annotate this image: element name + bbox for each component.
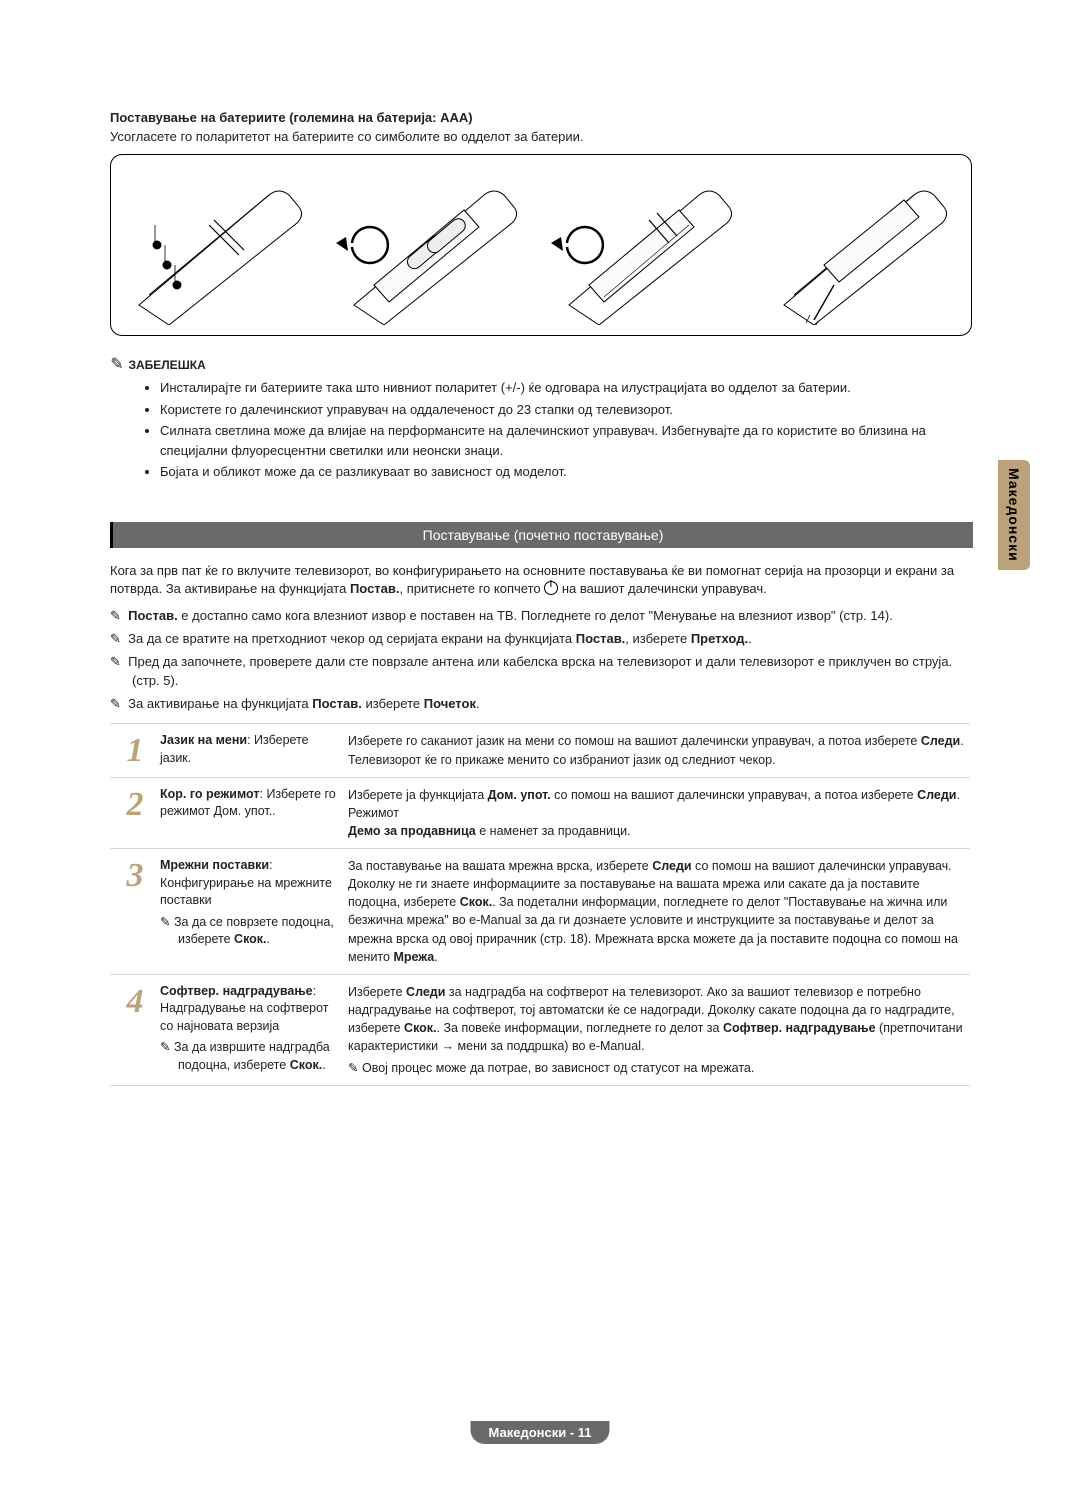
pencil-icon: ✎ (110, 354, 124, 374)
step-left-title: Софтвер. надградување (160, 984, 313, 998)
step-row: 2 Кор. го режимот: Изберете го режимот Д… (110, 778, 970, 849)
section-title-bar: Поставување (почетно поставување) (110, 522, 973, 548)
step-left-tip: ✎ За да извршите надградба подоцна, избе… (160, 1039, 340, 1074)
steps-table: 1 Јазик на мени: Изберете јазик. Изберет… (110, 723, 970, 1086)
pencil-icon: ✎ (110, 631, 121, 646)
tip-bold: Претход. (691, 631, 748, 646)
step-left: Софтвер. надградување: Надградување на с… (160, 983, 348, 1078)
tip-text: . (748, 631, 752, 646)
power-icon (544, 581, 558, 595)
battery-intro: Усогласете го поларитетот на батериите с… (110, 129, 970, 144)
tip-text: . (476, 696, 480, 711)
pencil-icon: ✎ (160, 1040, 170, 1054)
tip-bold: Постав. (312, 696, 362, 711)
step-row: 1 Јазик на мени: Изберете јазик. Изберет… (110, 724, 970, 777)
tip-line: ✎ Пред да започнете, проверете дали сте … (110, 653, 970, 691)
tip-line: ✎ Постав. е достапно само кога влезниот … (110, 607, 970, 626)
tip-line: ✎ За активирање на функцијата Постав. из… (110, 695, 970, 714)
step-row: 4 Софтвер. надградување: Надградување на… (110, 975, 970, 1087)
tip-text: Пред да започнете, проверете дали сте по… (128, 654, 952, 688)
step-number: 3 (110, 857, 160, 966)
step-right: Изберете го саканиот јазик на мени со по… (348, 732, 970, 768)
step-number: 2 (110, 786, 160, 840)
language-side-tab: Македонски (998, 460, 1030, 570)
tip-bold: Постав. (576, 631, 626, 646)
step-left-title: Мрежни поставки (160, 858, 269, 872)
step-right: Изберете ја функцијата Дом. упот. со пом… (348, 786, 970, 840)
tip-text: За да се вратите на претходниот чекор од… (128, 631, 576, 646)
battery-diagram (110, 154, 972, 336)
pencil-icon: ✎ (110, 654, 121, 669)
remote-step-2-icon (334, 165, 534, 325)
pencil-icon: ✎ (160, 915, 170, 929)
tip-bold: Почеток (424, 696, 476, 711)
intro-text: на вашиот далечински управувач. (558, 581, 767, 596)
step-right-tip: ✎ Овој процес може да потрае, во зависно… (348, 1059, 970, 1077)
note-block: ✎ ЗАБЕЛЕШКА Инсталирајте ги батериите та… (110, 354, 970, 482)
tip-bold: Постав. (128, 608, 178, 623)
tip-text: изберете (362, 696, 424, 711)
step-left: Мрежни поставки: Конфигурирање на мрежни… (160, 857, 348, 966)
step-left: Јазик на мени: Изберете јазик. (160, 732, 348, 768)
tip-line: ✎ За да се вратите на претходниот чекор … (110, 630, 970, 649)
manual-page: Македонски Поставување на батериите (гол… (0, 0, 1080, 1494)
remote-step-3-icon (549, 165, 749, 325)
setup-intro: Кога за прв пат ќе го вклучите телевизор… (110, 562, 970, 600)
intro-bold: Постав. (350, 581, 400, 596)
note-label: ЗАБЕЛЕШКА (128, 358, 205, 372)
page-footer: Македонски - 11 (470, 1421, 609, 1444)
step-number: 4 (110, 983, 160, 1078)
step-right-tip-text: Овој процес може да потрае, во зависност… (362, 1061, 754, 1075)
step-right: За поставување на вашата мрежна врска, и… (348, 857, 970, 966)
step-left: Кор. го режимот: Изберете го режимот Дом… (160, 786, 348, 840)
note-bullet-list: Инсталирајте ги батериите така што нивни… (160, 378, 970, 482)
pencil-icon: ✎ (110, 696, 121, 711)
step-number: 1 (110, 732, 160, 768)
pencil-icon: ✎ (348, 1061, 358, 1075)
pencil-icon: ✎ (110, 608, 121, 623)
step-left-title: Кор. го режимот (160, 787, 260, 801)
note-bullet: Силната светлина може да влијае на перфо… (160, 421, 970, 460)
step-right: Изберете Следи за надградба на софтверот… (348, 983, 970, 1078)
note-bullet: Инсталирајте ги батериите така што нивни… (160, 378, 970, 398)
section-title: Поставување (почетно поставување) (409, 522, 678, 548)
tip-text: , изберете (625, 631, 691, 646)
remote-step-4-icon (764, 165, 964, 325)
note-bullet: Користете го далечинскиот управувач на о… (160, 400, 970, 420)
step-left-tip: ✎ За да се поврзете подоцна, изберете Ск… (160, 914, 340, 949)
step-row: 3 Мрежни поставки: Конфигурирање на мреж… (110, 849, 970, 975)
tip-text: е достапно само кога влезниот извор е по… (178, 608, 893, 623)
battery-heading: Поставување на батериите (големина на ба… (110, 110, 970, 125)
intro-text: , притиснете го копчето (400, 581, 545, 596)
tip-text: За активирање на функцијата (128, 696, 312, 711)
note-bullet: Бојата и обликот може да се разликуваат … (160, 462, 970, 482)
step-left-title: Јазик на мени (160, 733, 247, 747)
remote-step-1-icon (119, 165, 319, 325)
tips-block: ✎ Постав. е достапно само кога влезниот … (110, 607, 970, 713)
